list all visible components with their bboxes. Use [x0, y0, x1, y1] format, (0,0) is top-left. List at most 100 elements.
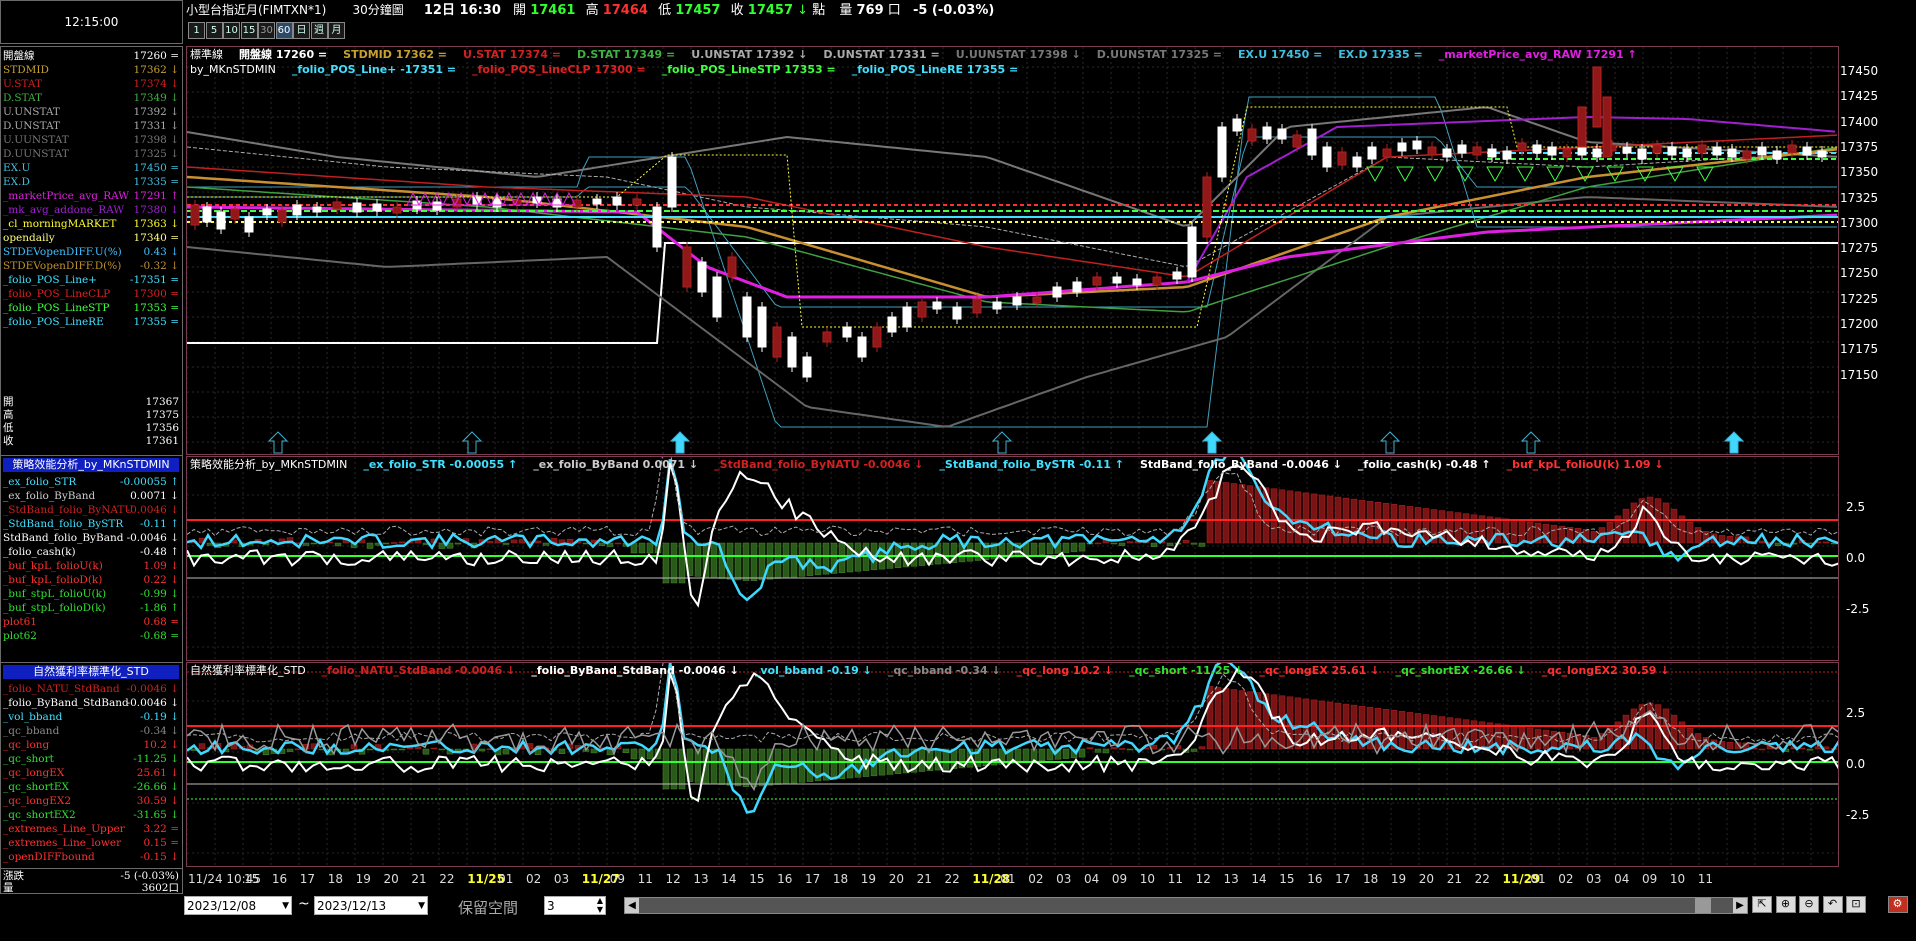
scroll-right-icon[interactable]: ▶	[1733, 898, 1747, 913]
candle-body	[727, 256, 737, 278]
indicator-value: 0.43 ↓	[143, 246, 179, 258]
histogram-bar	[1150, 745, 1158, 750]
histogram-bar	[334, 542, 342, 547]
histogram-bar	[302, 542, 310, 546]
indicator-value: 17349 ↓	[133, 92, 179, 104]
period-button-8[interactable]: 月	[328, 22, 345, 39]
stepper-arrows-icon[interactable]: ▲ ▼	[596, 896, 603, 914]
ohlc-value: 17375	[145, 409, 179, 421]
signal-marker	[1426, 166, 1444, 183]
calendar-dropdown-icon[interactable]: ▼	[282, 901, 289, 911]
candle-body	[1012, 296, 1022, 306]
candle-body	[887, 316, 897, 333]
scroll-left-icon[interactable]: ◀	[625, 898, 639, 913]
ohlc-label: 開	[3, 396, 14, 408]
low-label: 低	[658, 3, 672, 18]
histogram-bar	[1622, 508, 1630, 544]
time-tick-label: 18	[1363, 872, 1379, 886]
natural-row: _vol_bband -0.19 ↓	[3, 710, 181, 724]
time-tick-label: 11/25	[467, 872, 505, 886]
histogram-bar	[430, 747, 438, 750]
period-button-7[interactable]: 週	[310, 22, 328, 39]
histogram-bar	[1398, 505, 1406, 544]
candle-body	[667, 156, 677, 208]
strategy-row: plot62 -0.68 =	[3, 629, 181, 643]
stdmid	[187, 148, 1838, 299]
histogram-bar	[1302, 698, 1310, 750]
price-tick-label: 17400	[1840, 114, 1879, 129]
period-button-0[interactable]: 1	[188, 22, 205, 39]
signal-marker	[466, 191, 480, 206]
histogram-bar	[1390, 504, 1398, 544]
signal-marker	[1366, 166, 1384, 183]
strategy-label: _buf_kpL_folioD(k)	[3, 574, 103, 586]
chart-scrollbar[interactable]: ◀ ▶	[624, 897, 1748, 914]
candle-body	[1307, 128, 1317, 156]
zoom-in-icon[interactable]: ⊕	[1775, 896, 1796, 913]
left-panel-main: 開盤線 17260 = STDMID 17362 ↓ U.STAT 17374 ↓ D.ST…	[0, 46, 183, 456]
strategy-chart-panel[interactable]	[186, 456, 1839, 661]
date-from-field[interactable]: 2023/12/08 ▼	[184, 896, 292, 915]
strategy-label: StdBand_folio_ByBand	[3, 532, 124, 544]
period-button-2[interactable]: 10	[223, 22, 240, 39]
period-button-6[interactable]: 日	[293, 22, 310, 39]
scrollbar-thumb[interactable]	[1695, 898, 1711, 913]
histogram-bar	[1254, 486, 1262, 544]
candle-body	[972, 298, 982, 314]
histogram-bar	[1358, 705, 1366, 750]
period-button-5[interactable]: 60	[275, 22, 293, 39]
ohlc-label: 低	[3, 422, 14, 434]
time-axis: 11/24 10:45 15 16 17 18 19 20 21 22 11/25 01 02 03 11…	[186, 872, 1839, 890]
signal-marker	[1456, 166, 1474, 183]
undo-icon[interactable]: ↶	[1822, 896, 1843, 913]
candle-body	[1232, 118, 1242, 132]
points-label: 點	[812, 3, 826, 18]
strategy-label: _buf_stpL_folioD(k)	[3, 602, 106, 614]
cursor-tool-icon[interactable]: ⇱	[1752, 896, 1772, 913]
time-tick-label: 04	[1084, 872, 1100, 886]
indicator-row: _folio_POS_LineSTP 17353 =	[3, 301, 181, 315]
strategy-row: _ex_folio_ByBand 0.0071 ↓	[3, 489, 181, 503]
period-button-3[interactable]: 15	[240, 22, 258, 39]
calendar-dropdown-icon[interactable]: ▼	[418, 901, 425, 911]
candle-body	[312, 206, 322, 213]
value-tick-label: 0.0	[1846, 757, 1866, 771]
histogram-bar	[1094, 542, 1102, 545]
period-button-1[interactable]: 5	[205, 22, 223, 39]
date-to-field[interactable]: 2023/12/13 ▼	[314, 896, 428, 915]
price-chart-panel[interactable]	[186, 46, 1839, 455]
indicator-label: _folio_POS_LineRE	[3, 316, 104, 328]
one-to-one-icon[interactable]: ⊡	[1846, 896, 1866, 913]
natural-row: _qc_shortEX2 -31.65 ↓	[3, 808, 181, 822]
left-panel-natural: 自然獲利率標準化_STD _folio_NATU_StdBand -0.0046 …	[0, 662, 183, 874]
time-tick-label: 20	[383, 872, 399, 886]
natural-row: _openDIFFbound -0.15 ↓	[3, 850, 181, 864]
histogram-bar	[990, 748, 998, 766]
settings-icon[interactable]: ⚙	[1887, 896, 1908, 913]
indicator-row: U.STAT 17374 ↓	[3, 77, 181, 91]
indicator-row: D.UUNSTAT 17325 ↓	[3, 147, 181, 161]
natural-value: 30.59 ↓	[136, 795, 179, 807]
candle-body	[1592, 148, 1602, 158]
candle-body	[432, 201, 442, 211]
histogram-bar	[1302, 492, 1310, 544]
white-series	[187, 462, 1838, 608]
candle-body	[697, 261, 707, 293]
time-tick-label: 11	[637, 872, 653, 886]
natural-legend: 自然獲利率標準化_STD _folio_NATU_StdBand -0.0046 …	[190, 663, 1685, 678]
indicator-value: 17331 ↓	[133, 120, 179, 132]
natural-chart-panel[interactable]	[186, 662, 1839, 867]
strategy-row: _buf_stpL_folioU(k) -0.99 ↓	[3, 587, 181, 601]
left-panel-strategy-title: 策略效能分析_by_MKnSTDMIN	[3, 458, 179, 472]
histogram-bar	[1534, 728, 1542, 750]
candle-body	[787, 336, 797, 368]
zoom-out-icon[interactable]: ⊖	[1799, 896, 1819, 913]
keep-space-stepper[interactable]: 3 ▲ ▼	[544, 896, 606, 915]
histogram-bar	[742, 542, 750, 581]
period-button-4[interactable]: 30	[258, 22, 275, 39]
indicator-row: D.STAT 17349 ↓	[3, 91, 181, 105]
strategy-row: _buf_kpL_folioD(k) 0.22 ↓	[3, 573, 181, 587]
price-tick-label: 17300	[1840, 215, 1879, 230]
legend-entry: _qc_longEX2 30.59 ↓	[1541, 664, 1670, 677]
histogram-bar	[1318, 700, 1326, 750]
